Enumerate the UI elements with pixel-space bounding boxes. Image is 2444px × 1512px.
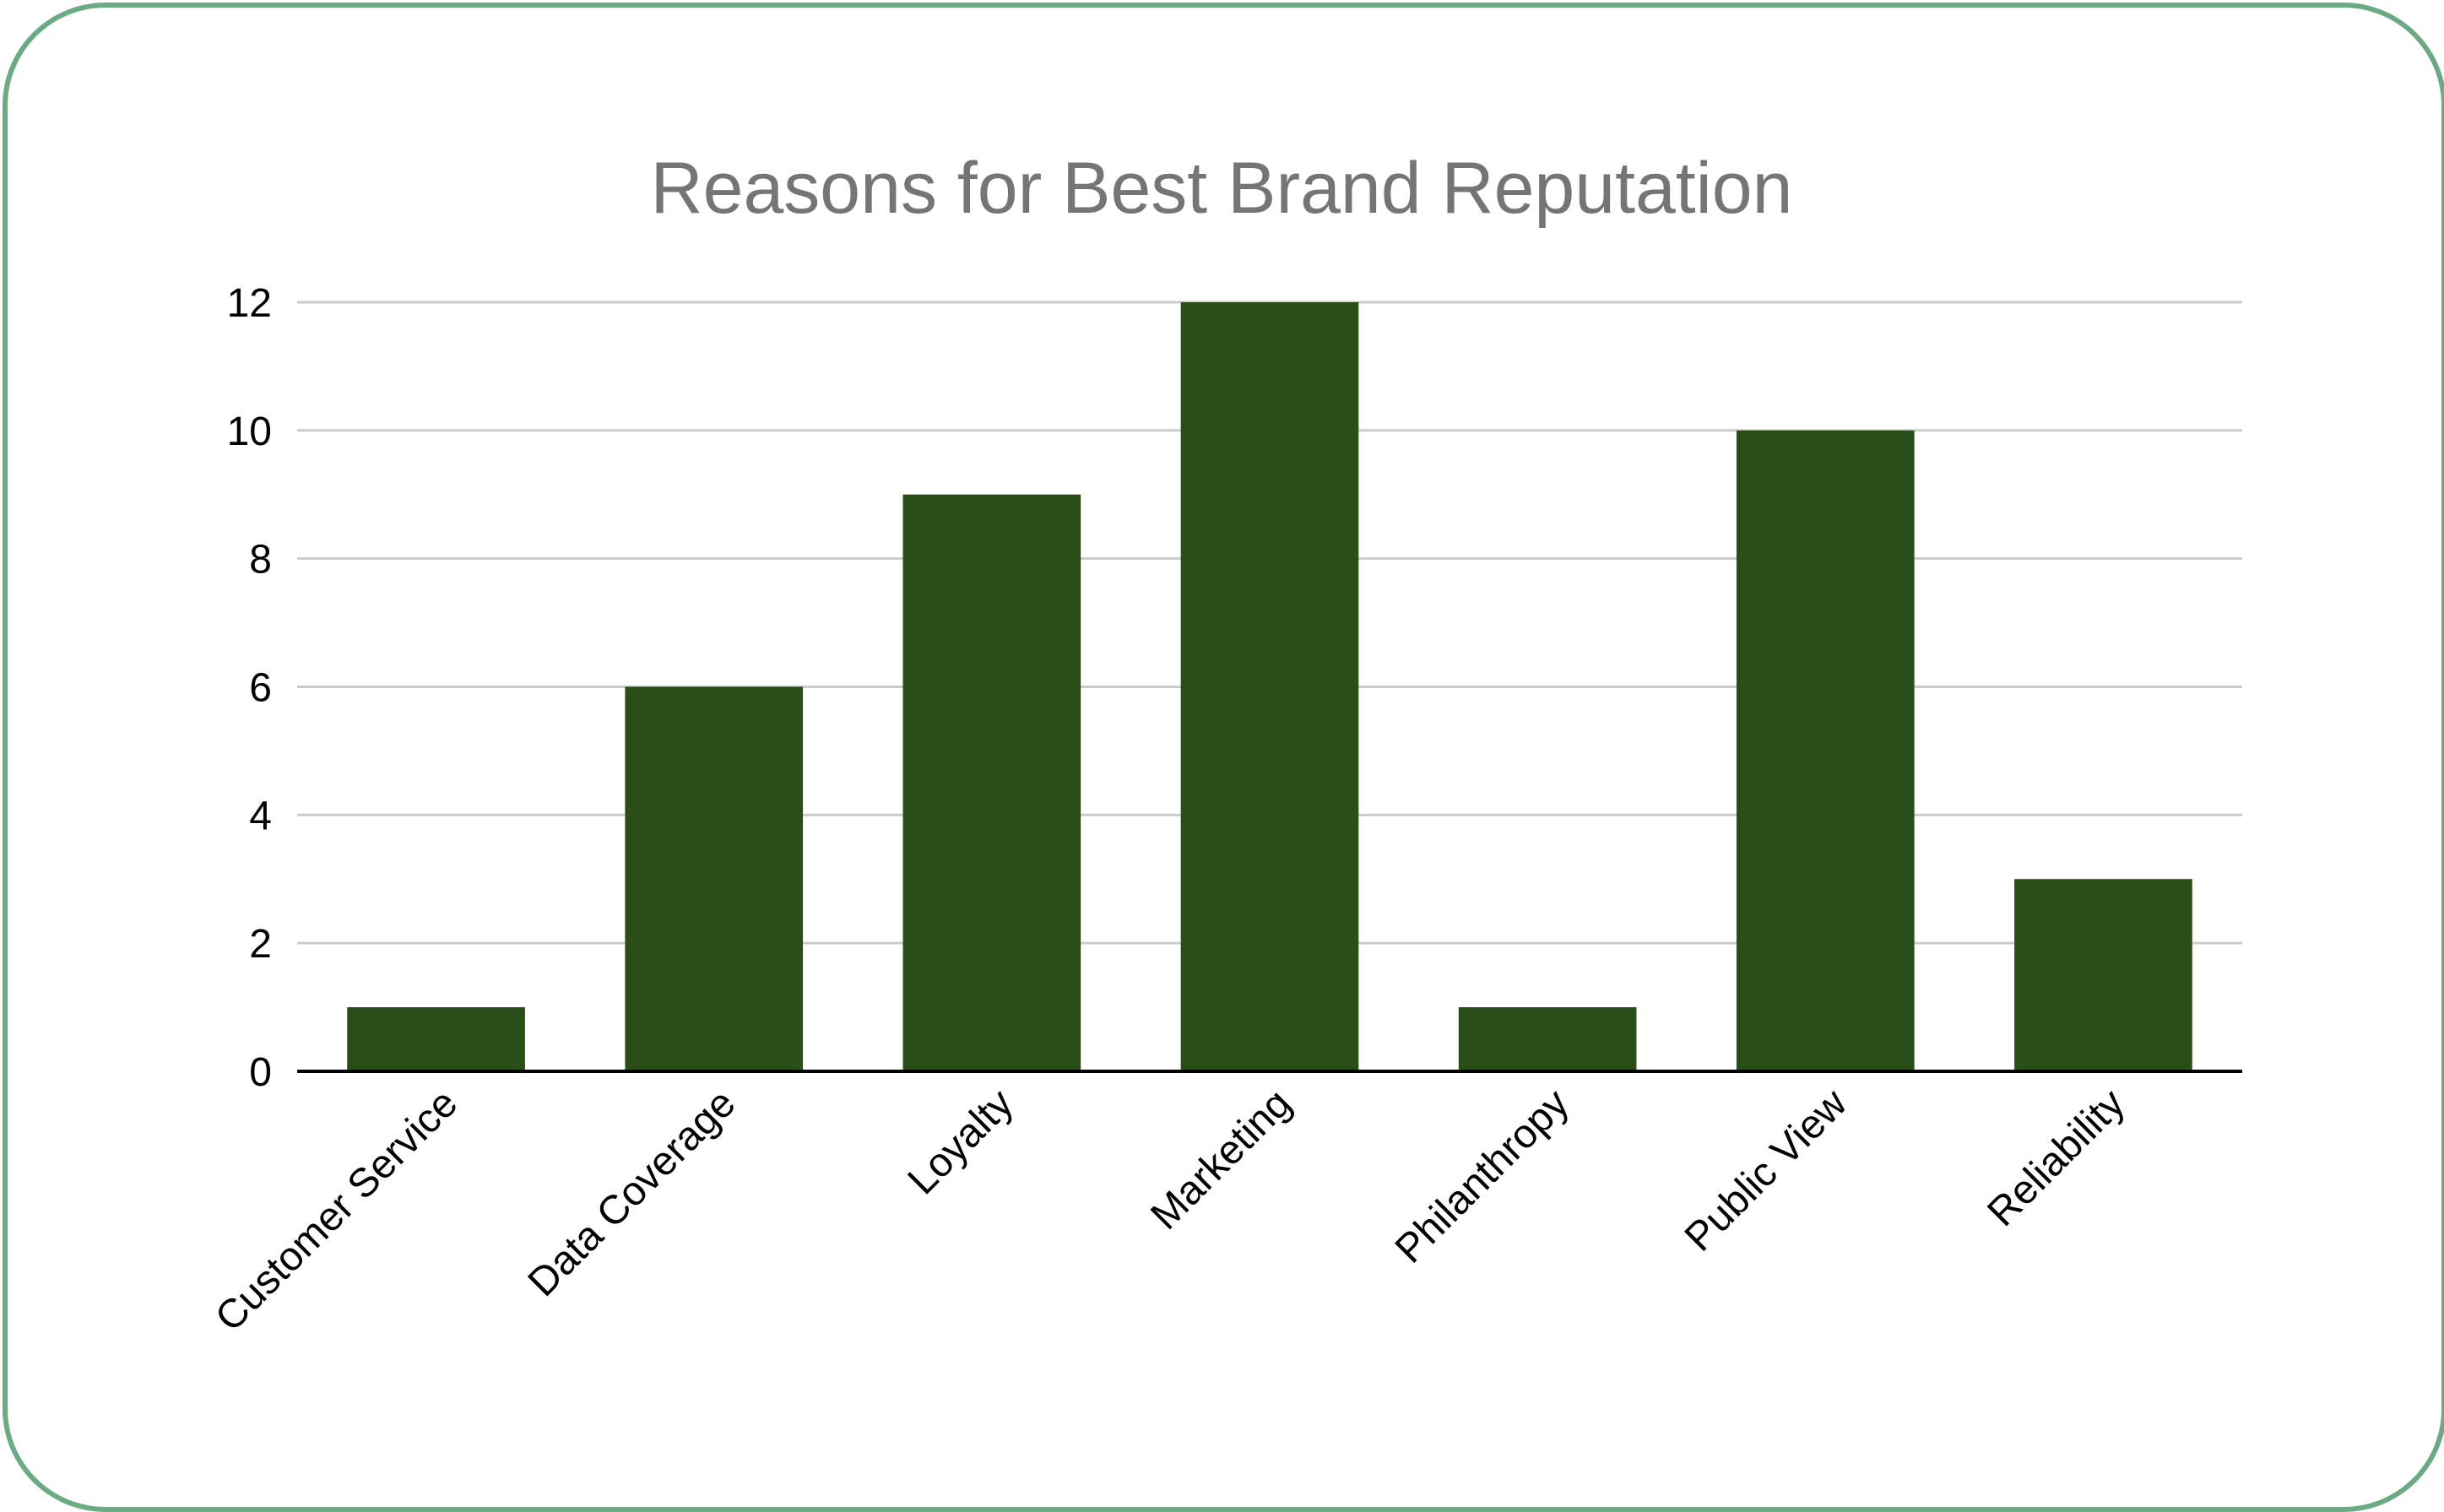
y-tick-label: 10	[227, 409, 272, 454]
chart-title: Reasons for Best Brand Reputation	[651, 148, 1793, 229]
bar-reliability	[2014, 879, 2192, 1071]
y-tick-label: 4	[249, 794, 272, 838]
y-tick-label: 2	[249, 922, 272, 967]
x-axis-labels: Customer Service Data Coverage Loyalty Mark…	[207, 1081, 2133, 1340]
bar-philanthropy	[1458, 1007, 1637, 1071]
bar-customer-service	[347, 1007, 525, 1071]
x-category-label: Public View	[1677, 1081, 1856, 1260]
x-category-label: Philanthropy	[1387, 1081, 1578, 1271]
x-category-label: Customer Service	[207, 1081, 466, 1340]
bar-data-coverage	[625, 686, 804, 1071]
x-category-label: Reliability	[1979, 1081, 2133, 1235]
y-axis-ticks: 0 2 4 6 8 10 12	[227, 281, 272, 1095]
x-category-label: Marketing	[1142, 1081, 1299, 1238]
y-tick-label: 8	[249, 538, 272, 583]
bar-marketing	[1180, 302, 1359, 1071]
y-tick-label: 12	[227, 281, 272, 326]
y-tick-label: 0	[249, 1050, 272, 1095]
bar-loyalty	[902, 494, 1081, 1071]
x-category-label: Loyalty	[900, 1081, 1022, 1203]
bar-public-view	[1736, 430, 1915, 1071]
x-category-label: Data Coverage	[520, 1081, 745, 1305]
bars	[347, 302, 2192, 1071]
y-tick-label: 6	[249, 666, 272, 711]
